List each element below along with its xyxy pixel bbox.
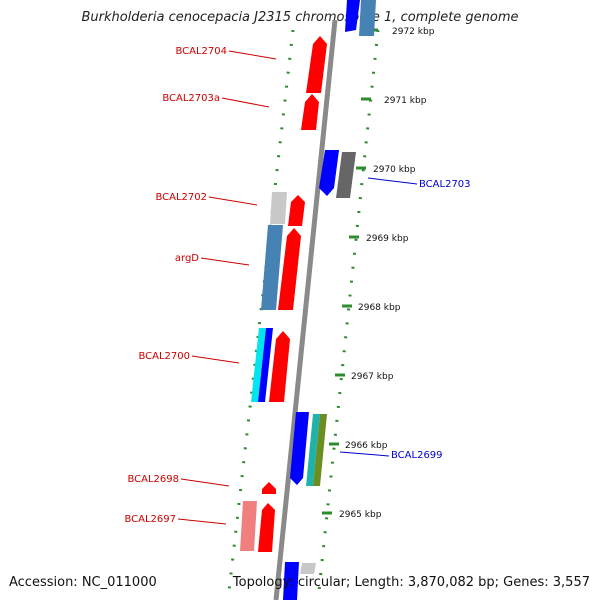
gene-arrow-bcal2703a[interactable] [301,94,319,130]
gene-arrow[interactable] [359,0,376,36]
gene-arrow[interactable] [300,563,316,574]
gene-arrow-bcal2699-c[interactable] [313,414,327,486]
kbp-label: 2965 kbp [339,510,382,520]
gene-arrow-bcal2703-a[interactable] [319,150,339,196]
topology-label: Topology: circular; Length: 3,870,082 bp… [232,575,590,590]
gene-arrow-bcal2697-b[interactable] [258,503,275,552]
kbp-label: 2970 kbp [373,165,416,175]
left-leader-lines [177,50,277,525]
gene-arrow-argd-b[interactable] [278,228,301,310]
gene-label[interactable]: BCAL2702 [155,192,207,203]
kbp-label: 2967 kbp [351,372,394,382]
chromosome-backbone [273,19,338,600]
gene-label[interactable]: BCAL2704 [175,46,227,57]
accession-label: Accession: NC_011000 [9,575,157,590]
gene-arrow-bcal2700-c[interactable] [269,331,290,402]
gene-label[interactable]: argD [175,253,199,264]
gene-arrow-bcal2699-b[interactable] [306,414,320,486]
gene-arrow-bcal2700-b[interactable] [258,328,273,402]
right-tick-guide [316,29,380,600]
gene-label[interactable]: BCAL2699 [391,450,443,461]
gene-arrow-bcal2698[interactable] [262,482,276,494]
kbp-label: 2972 kbp [392,27,435,37]
gene-arrow-bcal2699-a[interactable] [290,412,309,485]
gene-arrow-bcal2702-b[interactable] [288,195,305,226]
map-title: Burkholderia cenocepacia J2315 chromosom… [81,10,519,25]
gene-arrow[interactable] [283,562,299,600]
gene-label[interactable]: BCAL2698 [127,474,179,485]
gene-arrow[interactable] [345,0,360,32]
kbp-label: 2969 kbp [366,234,409,244]
gene-arrow-bcal2700-a[interactable] [251,328,266,402]
gene-label[interactable]: BCAL2700 [138,351,190,362]
gene-label[interactable]: BCAL2697 [124,514,176,525]
gene-arrow-bcal2702-a[interactable] [270,192,287,224]
kbp-label: 2966 kbp [345,441,388,451]
gene-label[interactable]: BCAL2703a [162,93,220,104]
kbp-label: 2971 kbp [384,96,427,106]
gene-arrow-argd-a[interactable] [261,225,283,310]
gene-arrow-bcal2703-b[interactable] [336,152,356,198]
gene-arrow-bcal2704[interactable] [306,36,327,93]
right-leader-lines [339,177,418,457]
gene-arrow-bcal2697-a[interactable] [240,501,257,551]
gene-label[interactable]: BCAL2703 [419,179,471,190]
kbp-label: 2968 kbp [358,303,401,313]
